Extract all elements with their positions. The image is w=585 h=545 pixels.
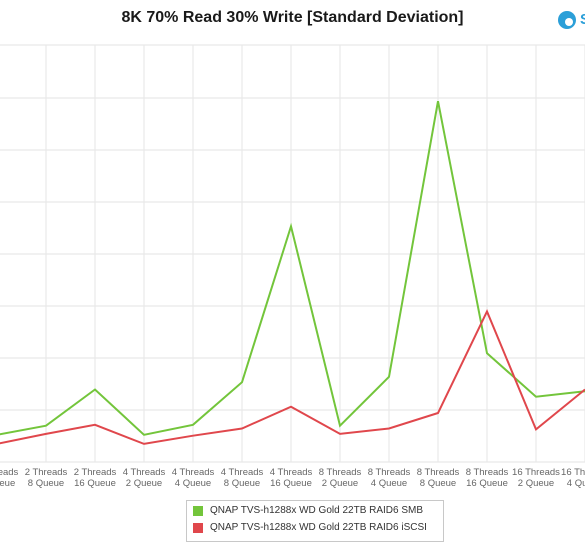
x-tick-label-6-0: 4 Threads [270,467,313,478]
x-tick-label-11-0: 16 Threads [512,467,560,478]
gridlines [0,44,585,463]
x-tick-label-10-0: 8 Threads [466,467,509,478]
logo-letter: S [580,11,585,28]
x-tick-label-1-1: 8 Queue [28,478,64,489]
x-tick-label-11-1: 2 Queue [518,478,554,489]
x-tick-label-2-0: 2 Threads [74,467,117,478]
legend-label-smb: QNAP TVS-h1288x WD Gold 22TB RAID6 SMB [210,505,424,516]
x-tick-label-6-1: 16 Queue [270,478,312,489]
x-tick-label-9-1: 8 Queue [420,478,456,489]
series-lines [0,101,585,445]
series-line-0 [0,101,585,436]
series-line-1 [0,309,585,445]
legend-swatch-smb [193,506,203,516]
legend-label-iscsi: QNAP TVS-h1288x WD Gold 22TB RAID6 iSCSI [210,522,427,533]
x-tick-label-3-0: 4 Threads [123,467,166,478]
x-tick-label-5-1: 8 Queue [224,478,260,489]
x-tick-label-7-0: 8 Threads [319,467,362,478]
x-tick-label-8-1: 4 Queue [371,478,407,489]
x-tick-label-5-0: 4 Threads [221,467,264,478]
x-tick-label-8-0: 8 Threads [368,467,411,478]
x-tick-label-12-1: 4 Queue [567,478,585,489]
x-tick-label-7-1: 2 Queue [322,478,358,489]
legend: QNAP TVS-h1288x WD Gold 22TB RAID6 SMB Q… [186,500,444,542]
brand-logo: S [556,9,585,31]
x-tick-label-12-0: 16 Threads [561,467,585,478]
logo-circle-icon [558,11,576,29]
x-tick-label-0-0: 1 Threads [0,467,19,478]
legend-swatch-iscsi [193,523,203,533]
x-tick-label-1-0: 2 Threads [25,467,68,478]
x-tick-label-4-1: 4 Queue [175,478,211,489]
x-tick-label-2-1: 16 Queue [74,478,116,489]
x-tick-label-10-1: 16 Queue [466,478,508,489]
x-tick-label-9-0: 8 Threads [417,467,460,478]
chart-title: 8K 70% Read 30% Write [Standard Deviatio… [121,9,464,26]
x-tick-label-0-1: 1 Queue [0,478,15,489]
x-tick-label-4-0: 4 Threads [172,467,215,478]
x-tick-label-3-1: 2 Queue [126,478,162,489]
